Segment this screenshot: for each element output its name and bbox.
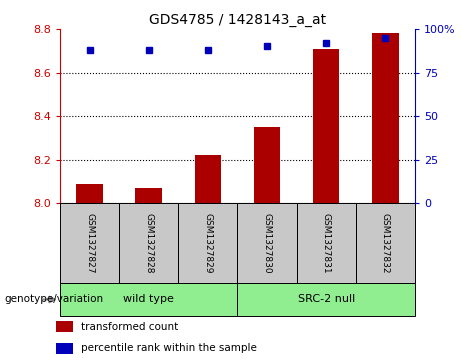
Text: GSM1327830: GSM1327830 xyxy=(262,213,272,274)
Text: transformed count: transformed count xyxy=(81,322,178,332)
Bar xyxy=(60,203,119,283)
Text: genotype/variation: genotype/variation xyxy=(5,294,104,305)
Text: SRC-2 null: SRC-2 null xyxy=(297,294,355,305)
Text: GSM1327829: GSM1327829 xyxy=(203,213,213,273)
Text: percentile rank within the sample: percentile rank within the sample xyxy=(81,343,257,354)
Bar xyxy=(313,49,339,203)
Text: GSM1327827: GSM1327827 xyxy=(85,213,94,273)
Bar xyxy=(60,283,237,316)
Bar xyxy=(296,203,356,283)
Bar xyxy=(56,343,73,354)
Bar xyxy=(254,127,280,203)
Bar xyxy=(356,203,415,283)
Bar xyxy=(237,283,415,316)
Title: GDS4785 / 1428143_a_at: GDS4785 / 1428143_a_at xyxy=(149,13,326,26)
Bar xyxy=(178,203,237,283)
Bar xyxy=(119,203,178,283)
Bar xyxy=(76,184,103,203)
Bar xyxy=(372,33,399,203)
Text: wild type: wild type xyxy=(123,294,174,305)
Text: GSM1327831: GSM1327831 xyxy=(322,213,331,274)
Bar xyxy=(56,322,73,332)
Bar xyxy=(136,188,162,203)
Bar xyxy=(237,203,296,283)
Bar xyxy=(195,155,221,203)
Text: GSM1327828: GSM1327828 xyxy=(144,213,153,273)
Text: GSM1327832: GSM1327832 xyxy=(381,213,390,273)
